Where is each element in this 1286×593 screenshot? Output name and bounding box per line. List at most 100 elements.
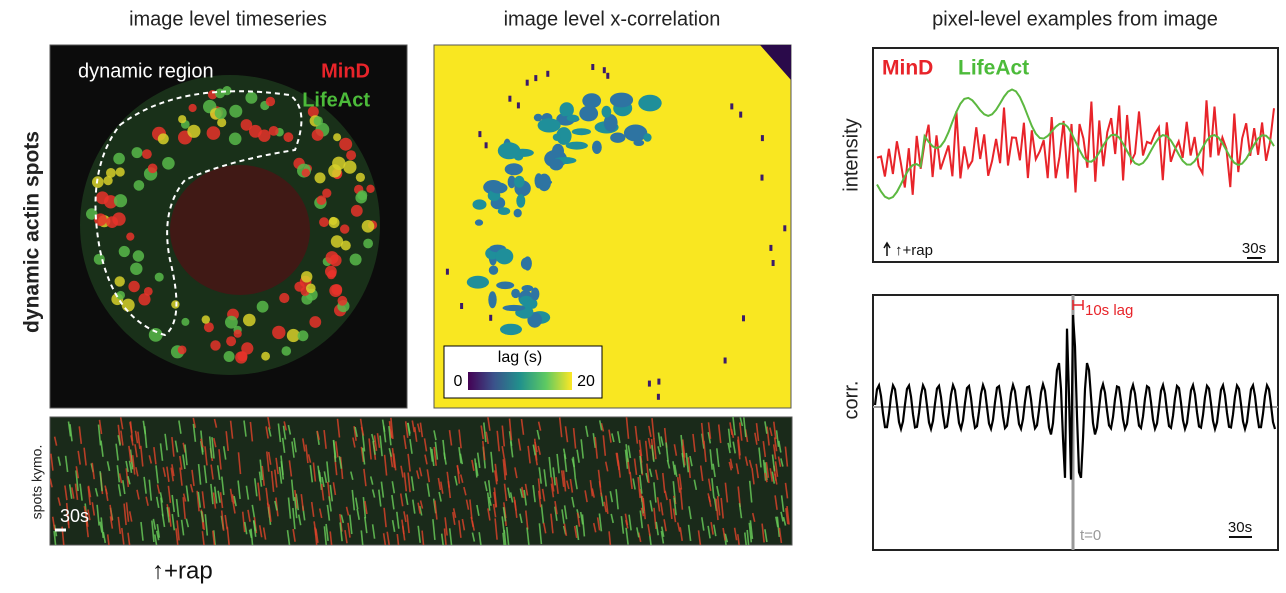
kymo-streak bbox=[369, 476, 374, 485]
kymo-streak bbox=[363, 468, 367, 487]
kymo-streak bbox=[662, 472, 666, 494]
kymo-streak bbox=[660, 436, 664, 446]
kymo-streak bbox=[739, 417, 744, 427]
kymo-streak bbox=[443, 452, 447, 465]
lag-blob bbox=[610, 132, 626, 143]
kymo-streak bbox=[99, 471, 103, 492]
kymo-streak bbox=[440, 533, 444, 545]
kymo-streak bbox=[129, 449, 134, 470]
kymo-streak bbox=[134, 444, 138, 458]
kymo-streak bbox=[615, 489, 619, 510]
kymo-streak bbox=[382, 533, 387, 545]
spot bbox=[210, 340, 221, 351]
colorbar-label: lag (s) bbox=[498, 349, 542, 366]
kymo-streak bbox=[307, 454, 312, 463]
spot bbox=[187, 124, 201, 138]
kymo-streak bbox=[654, 469, 659, 481]
kymo-streak bbox=[364, 516, 368, 534]
kymo-streak bbox=[171, 437, 175, 457]
kymo-streak bbox=[155, 530, 160, 541]
kymo-streak bbox=[501, 425, 506, 447]
kymo-streak bbox=[379, 435, 383, 457]
kymo-streak bbox=[106, 461, 111, 472]
kymo-streak bbox=[727, 428, 732, 448]
kymo-streak bbox=[413, 426, 418, 442]
kymo-streak bbox=[412, 499, 416, 514]
kymo-streak bbox=[185, 518, 190, 528]
legend-entry: LifeAct bbox=[958, 57, 1029, 80]
kymo-streak bbox=[329, 484, 334, 502]
spot bbox=[340, 240, 351, 251]
spot bbox=[226, 336, 237, 347]
kymo-streak bbox=[707, 431, 712, 444]
kymo-streak bbox=[318, 508, 323, 519]
kymo-streak bbox=[329, 531, 333, 545]
kymo-streak bbox=[755, 463, 759, 479]
spot bbox=[331, 284, 343, 295]
kymo-streak bbox=[526, 527, 530, 545]
kymo-streak bbox=[259, 459, 263, 481]
kymo-streak bbox=[225, 431, 229, 451]
kymo-streak bbox=[96, 504, 100, 526]
kymo-streak bbox=[406, 514, 410, 534]
kymo-streak bbox=[321, 476, 325, 488]
kymo-streak bbox=[50, 478, 53, 488]
spot bbox=[330, 235, 344, 248]
kymo-streak bbox=[563, 505, 568, 520]
spot bbox=[128, 280, 140, 293]
kymo-streak bbox=[507, 487, 511, 499]
kymo-streak bbox=[637, 532, 642, 543]
lag-speck bbox=[525, 79, 529, 86]
kymo-streak bbox=[274, 500, 278, 511]
kymo-streak bbox=[503, 483, 508, 502]
kymo-streak bbox=[598, 480, 603, 497]
spot bbox=[325, 265, 337, 278]
kymo-streak bbox=[699, 465, 704, 482]
colorbar-min: 0 bbox=[454, 373, 463, 390]
kymo-streak bbox=[182, 454, 186, 470]
kymo-streak bbox=[267, 451, 272, 465]
kymo-streak bbox=[57, 497, 61, 506]
kymo-streak bbox=[426, 469, 431, 483]
lag-blob bbox=[603, 114, 618, 132]
spot bbox=[118, 245, 130, 258]
kymo-streak bbox=[100, 517, 104, 538]
kymo-streak bbox=[67, 421, 72, 437]
kymo-streak bbox=[64, 455, 69, 473]
kymo-streak bbox=[459, 474, 464, 483]
kymo-streak bbox=[653, 438, 657, 460]
kymo-streak bbox=[786, 506, 790, 525]
kymo-streak bbox=[707, 422, 712, 439]
kymo-streak bbox=[774, 495, 778, 510]
kymo-streak bbox=[600, 423, 605, 432]
kymo-streak bbox=[210, 483, 214, 505]
cell bbox=[80, 75, 380, 375]
kymo-streak bbox=[525, 510, 529, 530]
kymo-streak bbox=[325, 523, 329, 541]
kymo-streak bbox=[77, 450, 81, 465]
kymo-streak bbox=[502, 459, 507, 480]
kymo-streak bbox=[769, 468, 774, 482]
lag-speck bbox=[657, 378, 661, 385]
kymo-streak bbox=[265, 426, 269, 439]
kymo-streak bbox=[127, 476, 131, 485]
kymo-streak bbox=[676, 476, 681, 493]
kymo-streak bbox=[75, 470, 79, 492]
kymo-streak bbox=[550, 483, 555, 498]
lag-speck bbox=[647, 380, 651, 387]
kymo-streak bbox=[305, 444, 309, 464]
kymo-streak bbox=[639, 474, 643, 494]
kymo-streak bbox=[744, 532, 747, 545]
kymo-streak bbox=[326, 461, 330, 483]
kymo-streak bbox=[748, 459, 753, 469]
scale-label: 30s bbox=[1242, 240, 1266, 257]
spot bbox=[307, 106, 319, 118]
lag-speck bbox=[769, 244, 773, 251]
spot bbox=[206, 126, 221, 140]
spot bbox=[157, 133, 169, 145]
kymo-streak bbox=[407, 453, 411, 472]
kymo-streak bbox=[350, 471, 354, 480]
lag-label: 10s lag bbox=[1085, 302, 1133, 319]
scale-label: 30s bbox=[60, 506, 89, 526]
kymo-streak bbox=[219, 492, 224, 509]
